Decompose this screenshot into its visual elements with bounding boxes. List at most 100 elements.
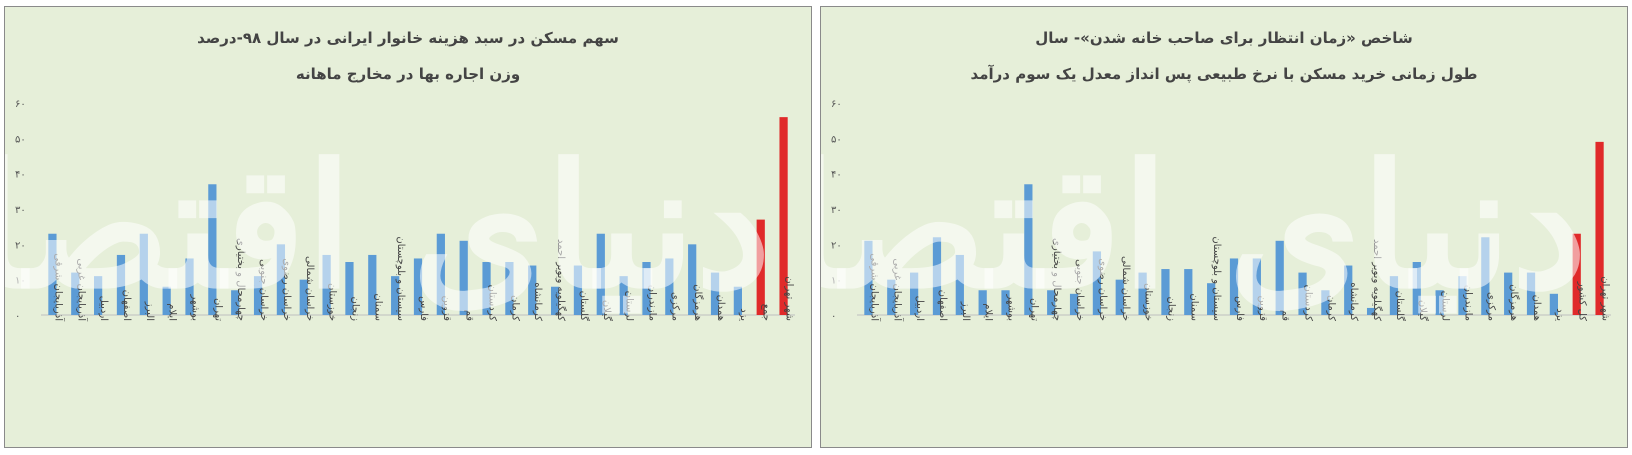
bar — [642, 262, 651, 315]
x-tick-label: زنجان — [1165, 297, 1176, 322]
bar — [688, 244, 697, 315]
bar — [1024, 184, 1033, 315]
bar — [1298, 272, 1307, 315]
y-tick-label: ۵۰ — [15, 134, 26, 145]
x-tick-label: خراسان شمالی — [1120, 256, 1131, 321]
x-tick-label: آذربایجان شرقی — [868, 253, 881, 322]
bar — [1184, 269, 1193, 315]
x-tick-label: خوزستان — [1143, 283, 1154, 321]
bar — [391, 276, 400, 315]
bar — [779, 117, 788, 315]
y-tick-label: ۳۰ — [831, 205, 842, 216]
bar — [94, 276, 103, 315]
x-tick-label: خراسان جنوبی — [258, 259, 269, 321]
y-tick-label: ۰ — [15, 311, 20, 322]
x-tick-label: خراسان شمالی — [304, 256, 315, 321]
x-tick-label: بوشهر — [190, 294, 201, 321]
bar — [1069, 293, 1079, 315]
bar — [1504, 272, 1513, 315]
x-tick-label: کرمان — [1325, 295, 1336, 321]
x-tick-label: کهگیلویه وبویر احمد — [1371, 239, 1383, 321]
chart-panel-waiting-time: شاخص «زمان انتظار برای صاحب خانه شدن»- س… — [820, 6, 1628, 448]
bar — [116, 254, 126, 315]
bar — [1047, 290, 1056, 315]
bar-chart-waiting-time: ۰ ۱۰ ۲۰ ۳۰ ۴۰ ۵۰ ۶۰ آذربایجان شرقی آذربایجان غرب… — [831, 99, 1611, 322]
x-tick-label: سمنان — [1188, 293, 1199, 321]
x-tick-label: گلستان — [578, 291, 590, 322]
x-tick-label: گیلان — [601, 300, 613, 321]
x-tick-label: مازندران — [646, 285, 657, 321]
bar — [864, 240, 873, 315]
y-tick-label: ۴۰ — [831, 170, 842, 181]
x-tick-label: هرمزگان — [692, 284, 704, 321]
bar — [208, 184, 217, 315]
x-tick-label: بوشهر — [1006, 294, 1017, 321]
bar — [459, 240, 468, 315]
x-tick-label: کهگیلویه وبویر احمد — [555, 239, 567, 321]
bar — [1321, 290, 1330, 315]
x-tick-label: همدان — [1531, 295, 1542, 321]
x-tick-label: اصفهان — [937, 290, 948, 321]
x-tick-label: یزد — [738, 308, 749, 321]
bar — [231, 290, 240, 315]
x-tick-label: کردستان — [487, 284, 498, 321]
bar — [1229, 258, 1239, 315]
y-tick-label: ۲۰ — [831, 240, 842, 251]
bar — [1138, 272, 1147, 315]
x-tick-label: هرمزگان — [1508, 284, 1520, 321]
bar — [276, 244, 286, 315]
x-tick-label: اصفهان — [121, 290, 132, 321]
y-tick-label: ۶۰ — [831, 99, 842, 110]
x-tick-label: آذربایجان شرقی — [52, 253, 65, 322]
bar — [1458, 276, 1467, 315]
x-tick-label: خراسان رضوی — [281, 258, 292, 321]
bar — [1389, 276, 1399, 315]
y-tick-label: ۴۰ — [15, 170, 26, 181]
bar — [253, 276, 263, 315]
bar — [1344, 265, 1353, 315]
bar — [710, 272, 720, 315]
bar — [1207, 283, 1216, 315]
bar — [756, 219, 765, 315]
x-tick-label: البرز — [960, 301, 971, 321]
x-tick-label: تهران — [1028, 298, 1039, 321]
x-tick-label: گیلان — [1417, 300, 1429, 321]
bar — [733, 286, 742, 315]
bar — [1252, 258, 1261, 315]
x-tick-label: قزوین — [441, 295, 452, 321]
bar — [482, 262, 491, 315]
bar — [619, 276, 628, 315]
bar — [185, 258, 194, 315]
bar — [368, 254, 377, 315]
chart-subtitle: وزن اجاره بها در مخارج ماهانه — [295, 65, 521, 83]
x-tick-label: خراسان رضوی — [1097, 258, 1108, 321]
x-tick-label: کل کشور — [1577, 281, 1588, 321]
chart-title: شاخص «زمان انتظار برای صاحب خانه شدن»- س… — [1035, 29, 1413, 47]
x-tick-label: اردبیل — [914, 296, 925, 321]
bar — [910, 272, 919, 315]
bar — [1275, 240, 1284, 315]
x-tick-label: یزد — [1554, 308, 1565, 321]
bar — [665, 258, 674, 315]
bar — [573, 265, 583, 315]
bar — [1412, 262, 1421, 315]
x-tick-label: سمنان — [372, 293, 383, 321]
bar — [1526, 272, 1536, 315]
bar — [345, 262, 354, 315]
x-tick-label: قزوین — [1257, 295, 1268, 321]
x-tick-label: کرمانشاه — [1348, 282, 1359, 321]
x-tick-label: مرکزی — [669, 292, 680, 321]
x-tick-label: چهارمحال و بختیاری — [235, 238, 246, 321]
bar-chart-housing-share: ۰ ۱۰ ۲۰ ۳۰ ۴۰ ۵۰ ۶۰ آذربایجان شرقی آذربایجان غرب… — [15, 99, 795, 322]
bar — [1001, 290, 1010, 315]
bar — [436, 233, 445, 315]
bar — [139, 233, 148, 315]
bar — [71, 272, 80, 315]
bar — [955, 254, 964, 315]
x-tick-label: شهر تهران — [784, 276, 795, 321]
x-tick-label: چهارمحال و بختیاری — [1051, 238, 1062, 321]
x-tick-label: آذربایجان غربی — [75, 258, 88, 322]
bar — [978, 290, 987, 315]
x-tick-label: خوزستان — [327, 283, 338, 321]
x-tick-label: قم — [464, 310, 475, 322]
